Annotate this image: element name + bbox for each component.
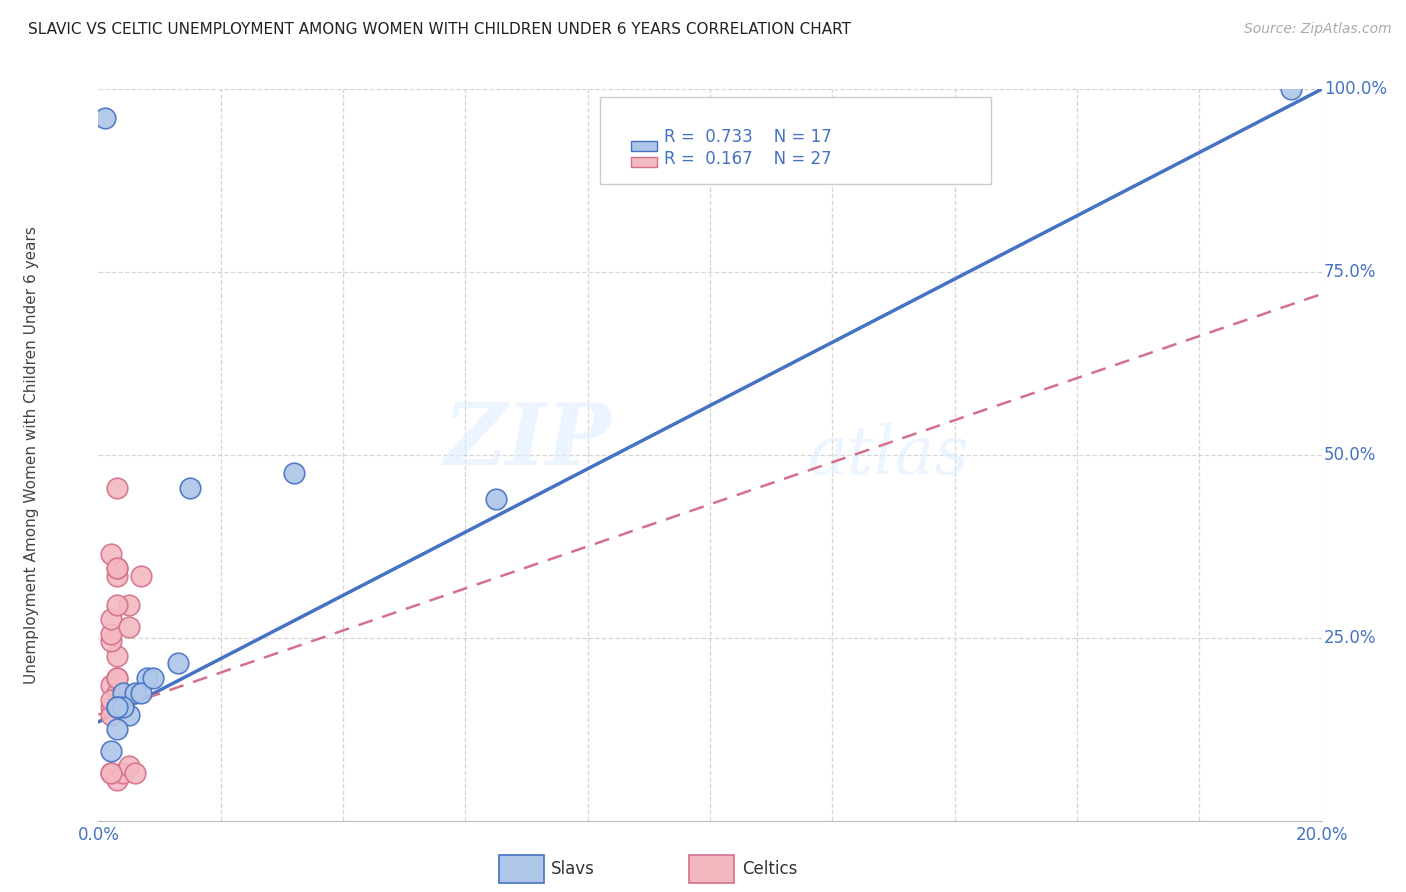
Point (105, 649, 128, 664)
Point (105, 723, 128, 737)
Text: Source: ZipAtlas.com: Source: ZipAtlas.com (1244, 22, 1392, 37)
Text: 100.0%: 100.0% (1324, 80, 1388, 98)
Point (124, 766, 146, 780)
Point (118, 707, 141, 722)
Point (129, 686, 152, 700)
Text: R =  0.167    N = 27: R = 0.167 N = 27 (664, 151, 831, 169)
FancyBboxPatch shape (630, 157, 657, 168)
Point (105, 686, 128, 700)
Point (105, 481, 128, 495)
Text: Unemployment Among Women with Children Under 6 years: Unemployment Among Women with Children U… (24, 226, 38, 684)
Point (100, 613, 122, 627)
Text: R =  0.733    N = 17: R = 0.733 N = 17 (664, 128, 831, 146)
Text: 75.0%: 75.0% (1324, 263, 1376, 281)
Point (105, 700, 128, 714)
FancyBboxPatch shape (630, 141, 657, 152)
Point (100, 693, 122, 707)
Point (105, 561, 128, 575)
Point (118, 620, 141, 634)
Point (179, 481, 201, 495)
Point (118, 758, 141, 772)
Point (142, 671, 165, 685)
Point (136, 671, 159, 685)
Point (118, 598, 141, 612)
Text: ZIP: ZIP (444, 399, 612, 482)
Point (100, 678, 122, 692)
Point (105, 568, 128, 582)
Point (105, 700, 128, 714)
Point (100, 700, 122, 714)
Text: 25.0%: 25.0% (1324, 629, 1376, 647)
Point (167, 657, 190, 671)
Point (111, 766, 134, 780)
Text: Slavs: Slavs (551, 860, 595, 878)
Point (105, 773, 128, 788)
Point (93, 112, 115, 126)
Point (105, 598, 128, 612)
Text: SLAVIC VS CELTIC UNEMPLOYMENT AMONG WOMEN WITH CHILDREN UNDER 6 YEARS CORRELATIO: SLAVIC VS CELTIC UNEMPLOYMENT AMONG WOME… (28, 22, 851, 37)
FancyBboxPatch shape (600, 96, 991, 185)
Text: Celtics: Celtics (742, 860, 797, 878)
Point (124, 686, 146, 700)
Text: atlas: atlas (808, 422, 970, 488)
Point (100, 547, 122, 561)
Point (283, 466, 305, 480)
Point (111, 700, 134, 714)
Point (100, 634, 122, 648)
Point (105, 671, 128, 685)
Point (100, 707, 122, 722)
Point (111, 686, 134, 700)
Point (100, 766, 122, 780)
Point (100, 627, 122, 641)
Point (1279, 82, 1302, 96)
Point (129, 568, 152, 582)
Point (100, 744, 122, 758)
Point (105, 561, 128, 575)
Point (100, 766, 122, 780)
Point (105, 686, 128, 700)
Point (105, 671, 128, 685)
Point (485, 491, 508, 506)
Text: 50.0%: 50.0% (1324, 446, 1376, 464)
